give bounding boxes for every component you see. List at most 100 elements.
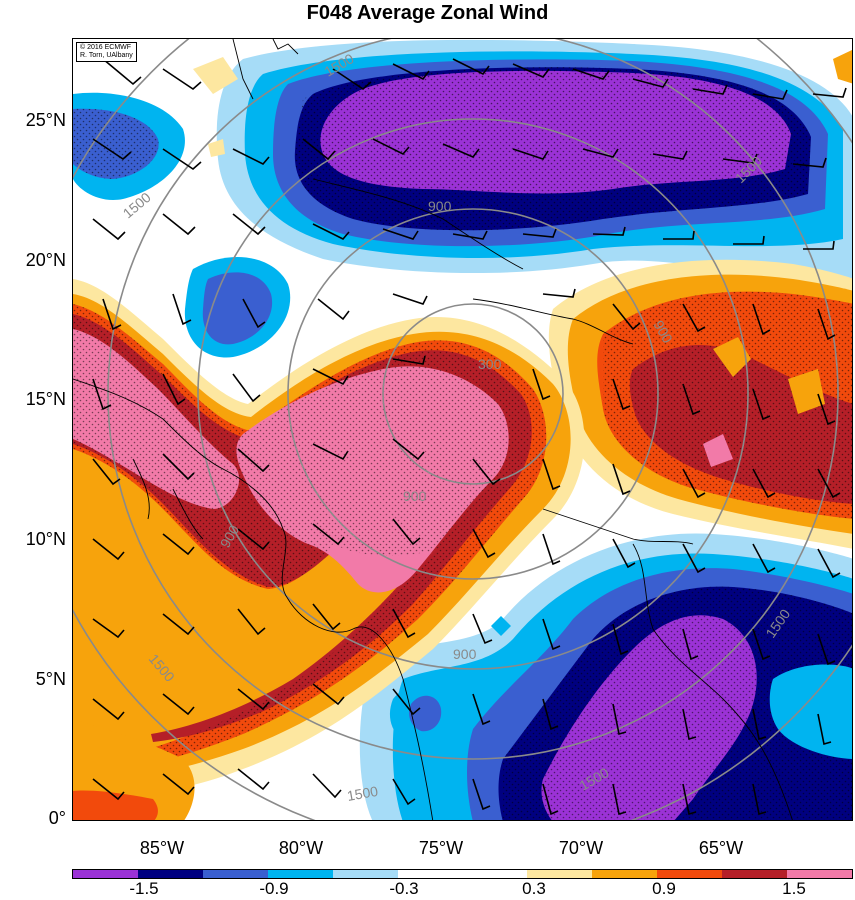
wind-barb [512, 148, 549, 160]
lat-tick: 0° [48, 808, 66, 828]
wind-barb [472, 693, 491, 726]
neg-region-south-spot-core [409, 695, 442, 732]
map-panel: 1500 900 300 900 900 1500 1500 1500 900 … [72, 38, 853, 821]
neg-region-north-stipple [294, 67, 812, 231]
credit-box: © 2016 ECMWF R. Torn, UAlbany [76, 42, 137, 62]
colorbar-label: 1.5 [782, 879, 806, 898]
wind-barb [312, 223, 350, 240]
wind-barb [162, 613, 195, 636]
colorbar-label: -0.9 [259, 879, 289, 898]
neg-region-west-core [202, 272, 273, 345]
wind-barb [652, 150, 688, 160]
wind-barb [542, 458, 561, 491]
wind-barb [532, 368, 551, 401]
wind-barb [392, 63, 430, 81]
wind-barb [392, 608, 416, 639]
wind-barb [442, 143, 480, 158]
wind-barb [332, 68, 372, 91]
wind-barb [542, 288, 576, 298]
wind-barb [612, 623, 629, 656]
wind-barb [92, 378, 112, 411]
wind-barb [752, 708, 767, 741]
wind-barb [312, 368, 349, 386]
wind-barb [817, 393, 836, 426]
neg-region-se-stipple [503, 586, 852, 820]
colorbar-segment [722, 870, 788, 878]
wind-barb [817, 633, 836, 666]
lat-tick: 20°N [25, 250, 66, 270]
wind-barb [392, 293, 428, 305]
wind-barb [162, 68, 202, 91]
wind-barbs [92, 58, 847, 816]
colorbar-segment [267, 870, 333, 878]
wind-barb [92, 778, 125, 801]
wind-barb [92, 618, 125, 639]
wind-barb [172, 293, 192, 326]
wind-barb [572, 68, 610, 80]
wind-barb [472, 528, 496, 559]
wind-barb [472, 613, 493, 645]
wind-barb [162, 773, 195, 796]
wind-barb [162, 533, 195, 556]
wind-barb [392, 688, 421, 716]
wind-barb [237, 528, 270, 551]
pos-region-west-stipple [73, 304, 547, 767]
wind-barb [752, 783, 767, 816]
wind-barb [92, 698, 125, 721]
lat-tick: 25°N [25, 110, 66, 130]
wind-barb [682, 303, 706, 333]
wind-barb [752, 628, 771, 661]
wind-barb [452, 58, 490, 76]
colorbar-segment [657, 870, 723, 878]
lat-tick: 10°N [25, 529, 66, 549]
chart-title: F048 Average Zonal Wind [306, 2, 549, 24]
pos-region-east-spot2 [788, 369, 825, 414]
wind-barb [92, 458, 121, 486]
wind-barb [817, 308, 836, 341]
pos-region-top-spot2 [208, 139, 225, 157]
contour-label: 300 [478, 356, 502, 372]
wind-barb [682, 543, 706, 574]
wind-barb [542, 783, 559, 816]
wind-barb [312, 443, 349, 461]
wind-barb [312, 523, 345, 546]
wind-barb [817, 713, 832, 746]
wind-barb [612, 783, 627, 816]
wind-barb [312, 683, 345, 706]
colorbar-segment [787, 870, 853, 878]
contour-label: 900 [453, 646, 477, 662]
wind-barb [542, 533, 561, 566]
contour-label: 900 [428, 198, 452, 214]
wind-barb [237, 448, 270, 473]
wind-field: 1500 900 300 900 900 1500 1500 1500 900 … [73, 39, 852, 820]
contour-label: 1500 [346, 783, 380, 804]
wind-barb [682, 383, 701, 416]
colorbar-segment [397, 870, 463, 878]
wind-barb [692, 84, 728, 95]
lat-tick: 5°N [35, 669, 66, 689]
wind-barb [752, 468, 776, 499]
wind-barb [312, 773, 342, 799]
neg-region-nw-stipple [73, 108, 159, 179]
coastlines [73, 39, 793, 820]
wind-barb [752, 543, 776, 574]
pos-region-east-stipple [603, 291, 852, 519]
wind-barb [512, 63, 550, 78]
wind-barb [812, 87, 847, 98]
wind-barb [612, 538, 636, 569]
wind-barb [592, 226, 626, 236]
wind-barb [612, 463, 631, 496]
neg-region-small-diamond [491, 616, 511, 636]
wind-barb [92, 138, 132, 161]
wind-barb [237, 608, 266, 636]
pos-region-top-spot [193, 57, 238, 94]
wind-barb [232, 148, 270, 165]
wind-barb [302, 138, 336, 161]
range-rings [73, 39, 852, 820]
wind-barb [682, 468, 706, 499]
wind-barb [542, 698, 559, 731]
pos-region-sw-corner-red [73, 790, 158, 820]
wind-barb [632, 78, 669, 88]
wind-barb [752, 388, 771, 421]
wind-barb [162, 373, 186, 406]
